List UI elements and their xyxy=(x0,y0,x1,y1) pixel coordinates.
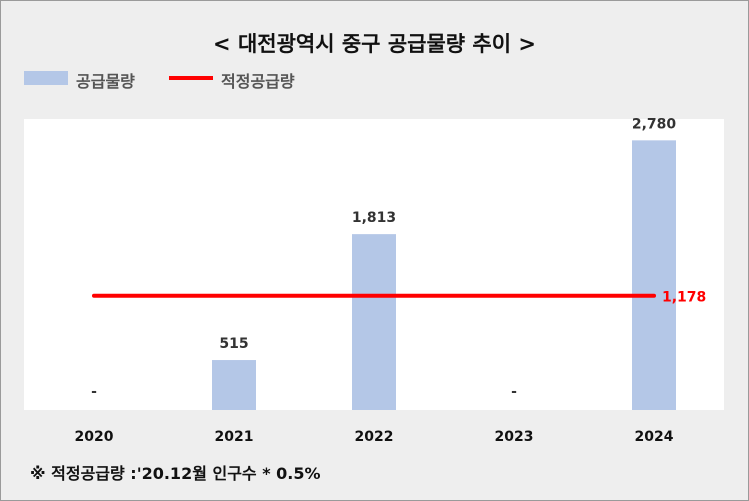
data-label-2022: 1,813 xyxy=(352,210,396,226)
legend-bar-label: 공급물량 xyxy=(76,72,135,91)
data-label-2024: 2,780 xyxy=(632,116,677,132)
x-tick-2022: 2022 xyxy=(355,429,394,445)
reference-line-label: 1,178 xyxy=(662,290,706,306)
footnote: ※ 적정공급량 :'20.12월 인구수 * 0.5% xyxy=(30,464,321,483)
data-label-2021: 515 xyxy=(219,336,248,352)
data-label-2023: - xyxy=(511,384,517,400)
x-tick-2020: 2020 xyxy=(75,429,114,445)
bar-2024 xyxy=(632,140,676,410)
x-tick-2023: 2023 xyxy=(495,429,534,445)
bar-2022 xyxy=(352,234,396,410)
legend-bar-swatch xyxy=(24,71,68,85)
legend-line-label: 적정공급량 xyxy=(221,72,295,91)
x-tick-2024: 2024 xyxy=(635,429,674,445)
bar-2021 xyxy=(212,360,256,410)
legend-line-swatch xyxy=(169,76,213,80)
data-label-2020: - xyxy=(91,384,97,400)
chart-title: < 대전광역시 중구 공급물량 추이 > xyxy=(213,32,536,56)
x-tick-2021: 2021 xyxy=(215,429,254,445)
